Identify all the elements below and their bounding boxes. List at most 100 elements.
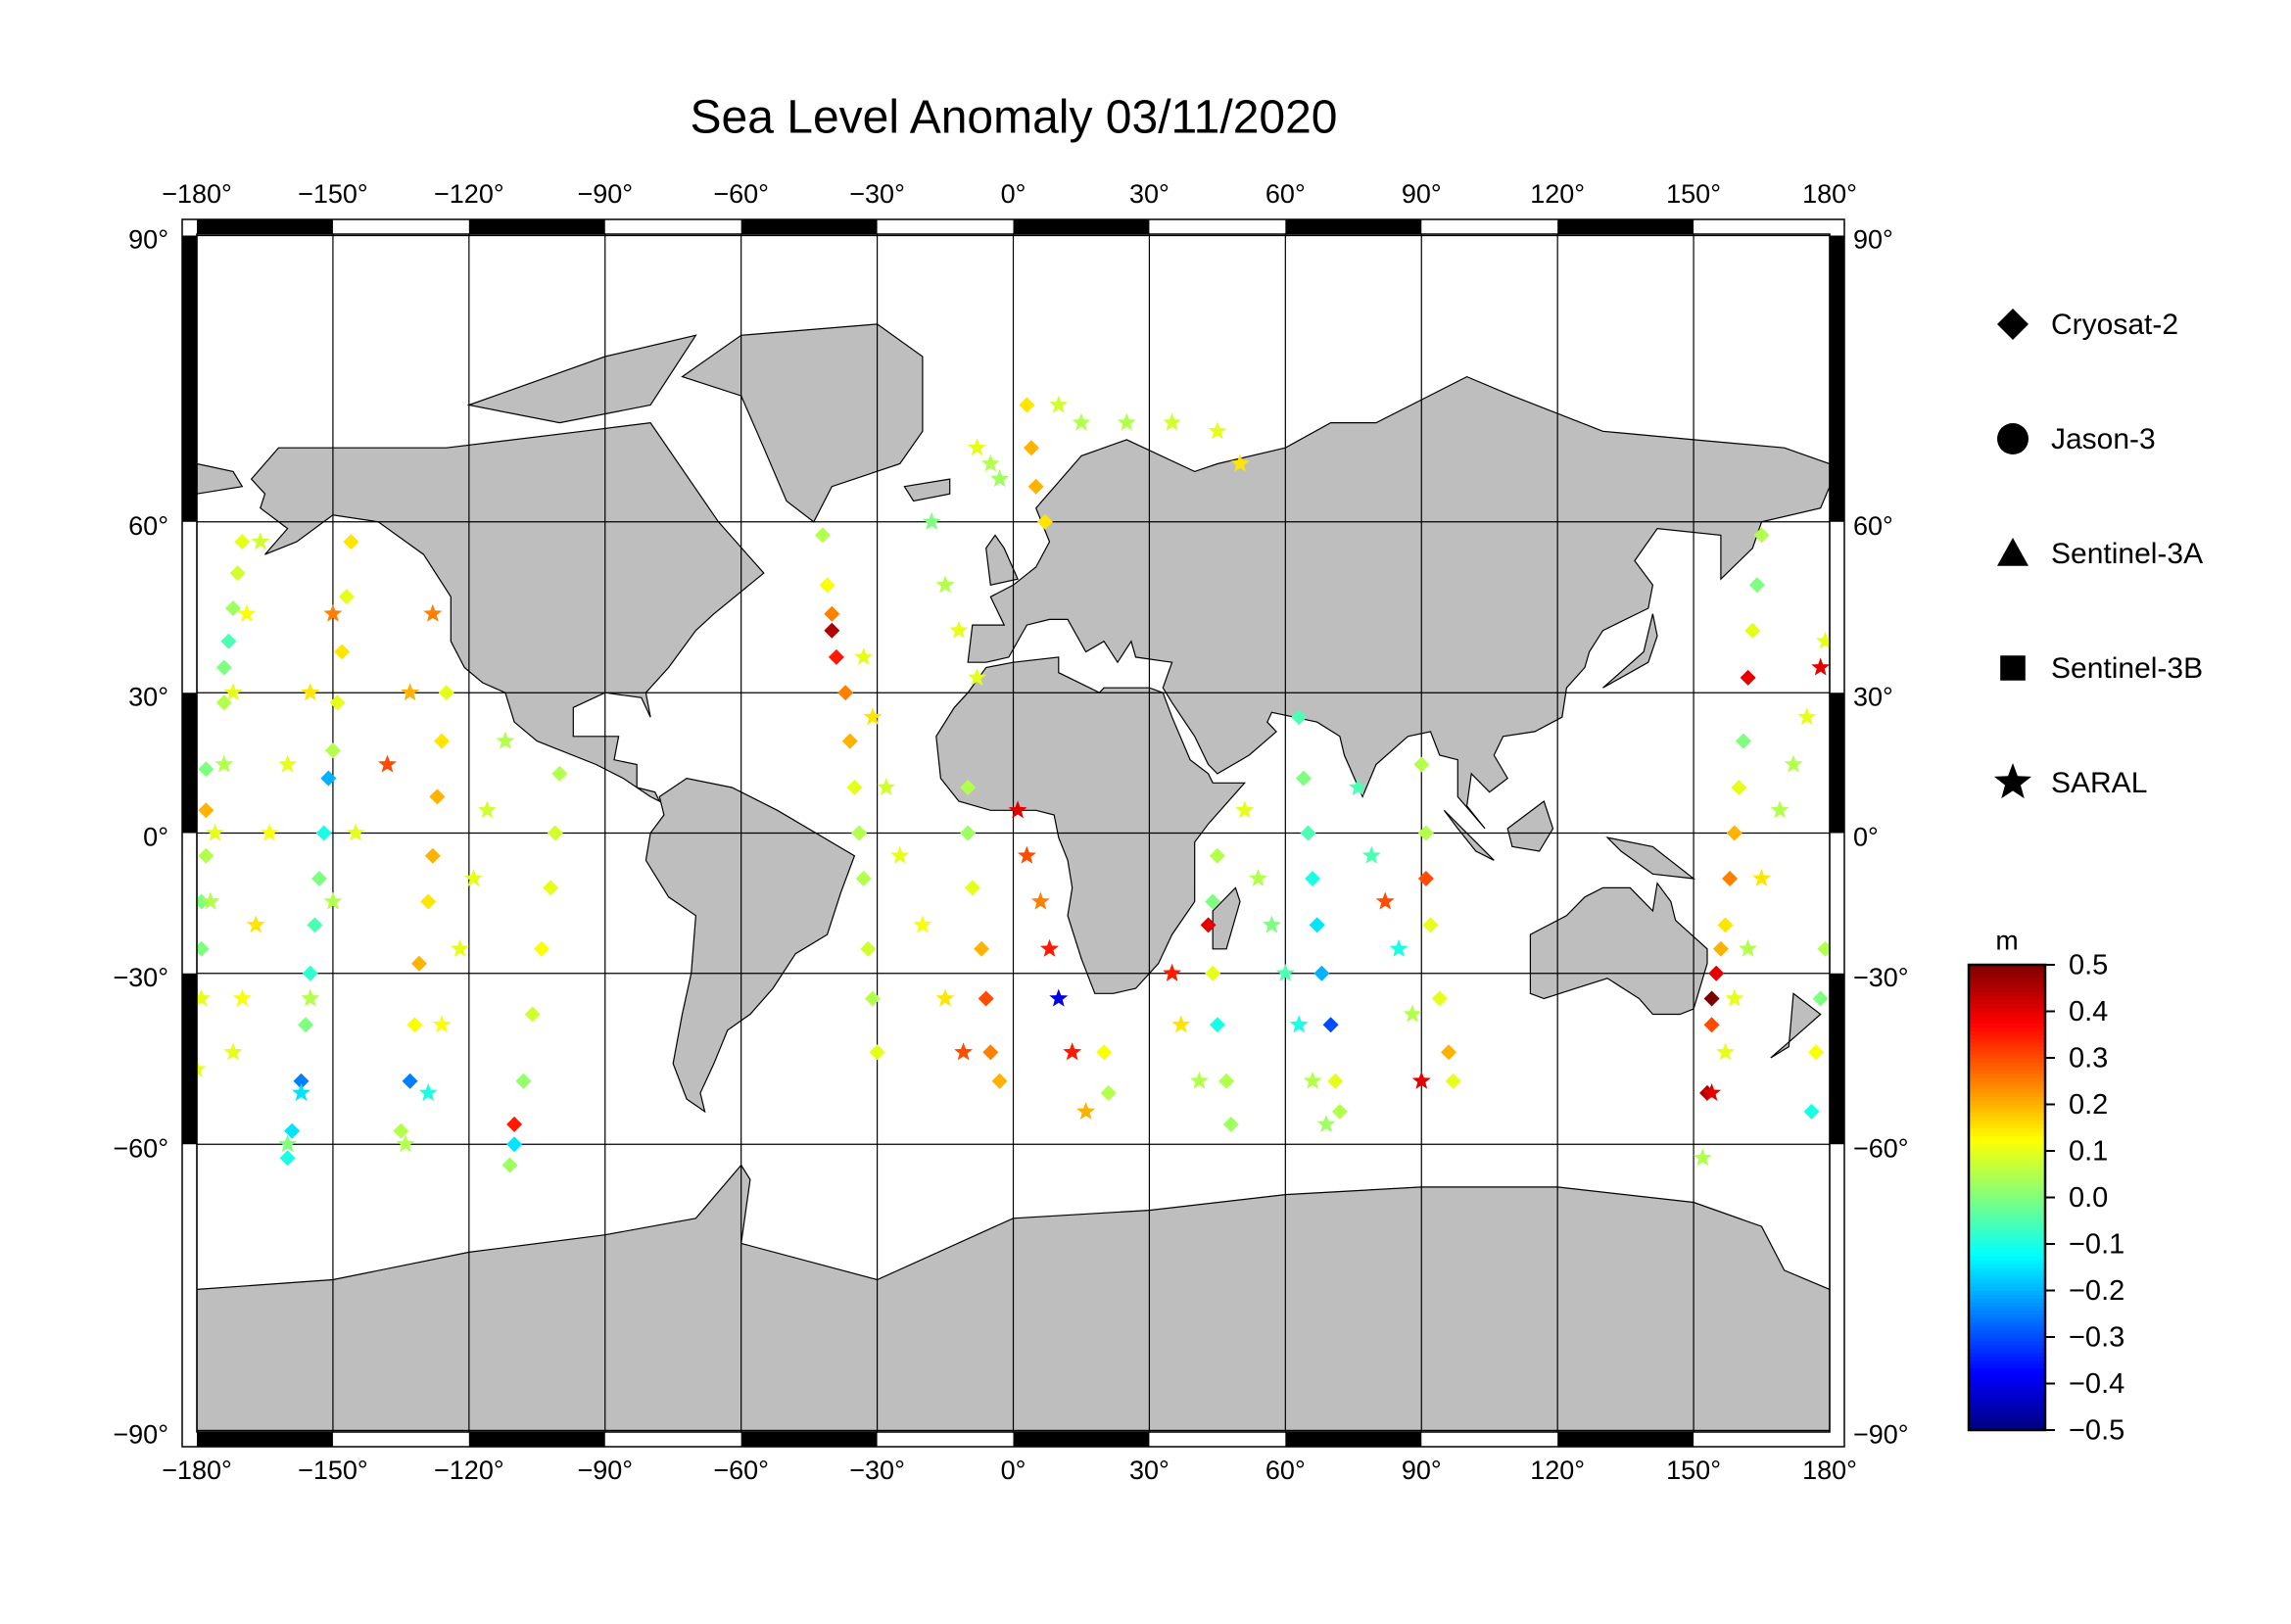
- track-point: [1431, 990, 1448, 1007]
- x-tick-label: 180°: [1802, 179, 1857, 209]
- colorbar-swatch: [1969, 1120, 2045, 1124]
- colorbar-tick-label: −0.4: [2069, 1368, 2124, 1400]
- colorbar-swatch: [1969, 1015, 2045, 1021]
- track-point: [1309, 917, 1325, 933]
- colorbar-swatch: [1969, 1173, 2045, 1179]
- y-tick-label: 90°: [1853, 225, 1893, 255]
- y-tick-label: 0°: [1853, 823, 1879, 852]
- track-point: [463, 869, 484, 887]
- track-point: [1712, 940, 1729, 957]
- track-point: [1708, 965, 1725, 981]
- x-tick-label: 30°: [1129, 179, 1169, 209]
- track-point: [506, 1116, 523, 1132]
- colorbar-swatch: [1969, 1337, 2045, 1342]
- frame-band: [1285, 219, 1422, 234]
- track-point: [229, 565, 246, 582]
- track-point: [1117, 412, 1136, 431]
- track-point: [251, 532, 270, 550]
- track-layer: [197, 395, 1830, 1173]
- track-point: [1017, 845, 1036, 864]
- track-point: [524, 1006, 541, 1023]
- track-point: [1417, 825, 1434, 841]
- x-tick-label: −30°: [849, 1456, 905, 1485]
- frame-band: [1557, 219, 1694, 234]
- track-point: [991, 1073, 1008, 1089]
- track-point: [990, 469, 1010, 488]
- colorbar-swatch: [1969, 1096, 2045, 1102]
- track-point: [237, 603, 257, 622]
- track-point: [865, 990, 881, 1007]
- track-point: [324, 742, 341, 759]
- track-point: [1422, 917, 1439, 933]
- landmass: [1506, 800, 1554, 852]
- colorbar-swatch: [1969, 1391, 2045, 1396]
- colorbar-swatch: [1969, 1274, 2045, 1280]
- colorbar-swatch: [1969, 1298, 2045, 1303]
- colorbar-swatch: [1969, 1321, 2045, 1326]
- track-point: [1702, 1082, 1722, 1101]
- map-title: Sea Level Anomaly 03/11/2020: [691, 92, 1338, 144]
- colorbar-swatch: [1969, 1399, 2045, 1404]
- track-point: [1208, 421, 1227, 440]
- track-point: [1375, 891, 1395, 910]
- landmass: [681, 323, 924, 523]
- x-tick-label: 90°: [1402, 179, 1442, 209]
- colorbar-swatch: [1969, 1383, 2045, 1389]
- track-point: [1389, 938, 1408, 957]
- track-point: [1072, 412, 1091, 431]
- frame-band: [1013, 219, 1150, 234]
- track-point: [343, 534, 359, 550]
- track-point: [396, 1134, 415, 1153]
- colorbar-swatch: [1969, 1023, 2045, 1027]
- track-point: [515, 1073, 532, 1089]
- track-point: [284, 1122, 301, 1139]
- track-point: [854, 646, 874, 665]
- track-point: [1295, 770, 1312, 787]
- colorbar-swatch: [1969, 1003, 2045, 1009]
- landmass: [1529, 882, 1708, 1016]
- colorbar-swatch: [1969, 1217, 2045, 1221]
- colorbar-tick-label: 0.5: [2069, 950, 2108, 981]
- colorbar-swatch: [1969, 1270, 2045, 1276]
- track-point: [301, 683, 320, 701]
- track-point: [311, 871, 327, 886]
- track-point: [935, 575, 955, 594]
- colorbar-swatch: [1969, 1247, 2045, 1253]
- colorbar-swatch: [1969, 1181, 2045, 1187]
- legend-label: Cryosat-2: [2051, 309, 2178, 341]
- colorbar-swatch: [1969, 995, 2045, 1001]
- y-tick-label: −30°: [113, 963, 168, 992]
- colorbar-swatch: [1969, 1387, 2045, 1393]
- track-point: [846, 780, 863, 795]
- colorbar-swatch: [1969, 1143, 2045, 1148]
- track-point: [402, 1073, 418, 1089]
- track-point: [423, 603, 443, 622]
- frame-band: [1557, 1432, 1694, 1447]
- track-point: [1205, 893, 1221, 910]
- track-point: [1200, 917, 1217, 933]
- colorbar-swatch: [1969, 1058, 2045, 1063]
- landmass: [1443, 809, 1495, 861]
- track-point: [967, 438, 987, 456]
- frame-band: [197, 219, 333, 234]
- track-point: [1300, 825, 1316, 841]
- colorbar-swatch: [1969, 1263, 2045, 1268]
- colorbar-swatch: [1969, 1201, 2045, 1207]
- colorbar-swatch: [1969, 965, 2045, 970]
- track-point: [863, 707, 883, 726]
- track-point: [982, 1044, 999, 1061]
- colorbar-swatch: [1969, 1302, 2045, 1307]
- track-point: [1811, 657, 1830, 676]
- track-point: [1027, 478, 1044, 495]
- colorbar-swatch: [1969, 1375, 2045, 1381]
- track-point: [329, 694, 346, 711]
- track-point: [1316, 1114, 1336, 1132]
- track-point: [198, 761, 215, 778]
- track-point: [1784, 754, 1803, 773]
- frame-band: [182, 973, 197, 1145]
- track-point: [293, 1073, 310, 1089]
- track-point: [1715, 1042, 1736, 1061]
- colorbar-swatch: [1969, 1418, 2045, 1423]
- track-point: [410, 955, 427, 972]
